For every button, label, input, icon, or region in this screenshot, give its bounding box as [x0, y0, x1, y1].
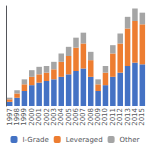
svg-text:2015: 2015 [138, 108, 146, 126]
svg-text:2011: 2011 [108, 108, 117, 126]
svg-text:2009: 2009 [94, 108, 103, 126]
svg-text:2008: 2008 [86, 108, 95, 126]
svg-text:2000: 2000 [27, 108, 36, 126]
svg-text:2014: 2014 [130, 108, 139, 126]
svg-text:2004: 2004 [57, 108, 66, 126]
svg-text:2013: 2013 [123, 108, 132, 126]
svg-text:1997: 1997 [5, 108, 14, 126]
svg-text:2003: 2003 [49, 108, 58, 126]
svg-text:2006: 2006 [72, 108, 80, 126]
svg-text:I-Grade: I-Grade [23, 136, 49, 144]
svg-text:2005: 2005 [64, 108, 73, 126]
svg-text:2001: 2001 [35, 108, 44, 126]
svg-text:Leveraged: Leveraged [66, 136, 103, 144]
svg-text:2010: 2010 [101, 108, 110, 126]
svg-text:Other: Other [120, 136, 140, 144]
svg-text:2002: 2002 [42, 108, 51, 126]
svg-text:2012: 2012 [116, 108, 125, 126]
svg-text:1998: 1998 [13, 108, 22, 126]
svg-text:2007: 2007 [79, 108, 88, 126]
svg-text:1999: 1999 [20, 108, 29, 126]
